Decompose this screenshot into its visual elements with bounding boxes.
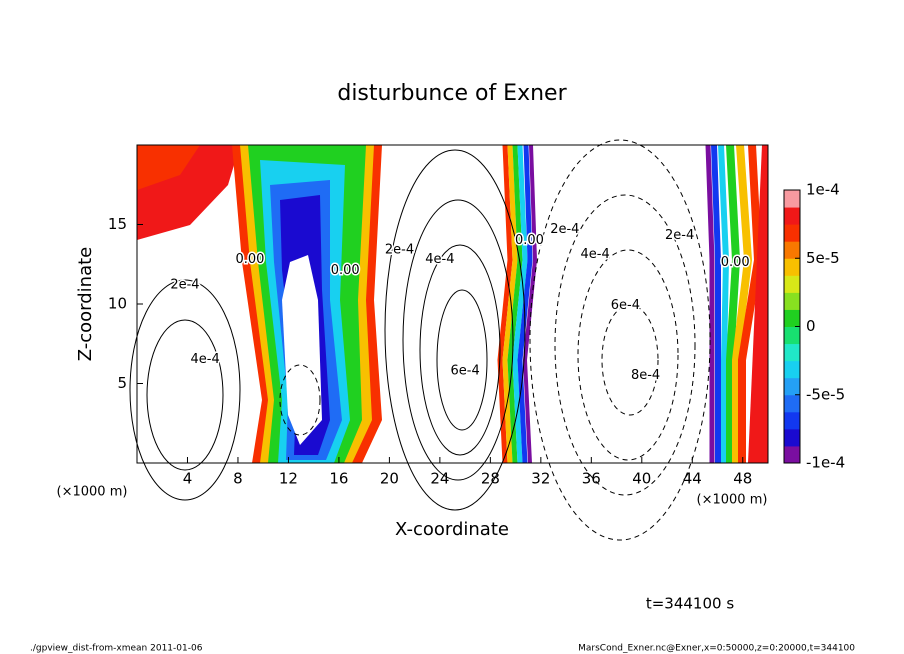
colorbar-tick-label: -1e-4 [806,454,845,472]
x-tick-label: 24 [430,470,449,488]
time-label: t=344100 s [646,595,734,613]
contour-label: 4e-4 [191,352,220,367]
contour-label: 4e-4 [580,247,609,262]
y-tick-label: 5 [117,374,127,392]
contour-label: 2e-4 [170,277,199,292]
x-tick-label: 16 [329,470,348,488]
colorbar-swatch [784,207,800,225]
contour-label: 4e-4 [425,252,454,267]
x-tick-label: 36 [582,470,601,488]
x-unit: (×1000 m) [697,493,768,508]
x-tick-label: 28 [481,470,500,488]
x-tick-label: 4 [183,470,193,488]
contour-label: 0.00 [331,263,360,278]
colorbar-swatch [784,445,800,464]
x-tick-label: 12 [279,470,298,488]
colorbar-swatch [784,360,800,379]
contour-label: 2e-4 [665,228,694,243]
chart-title: disturbunce of Exner [337,81,567,106]
colorbar-swatch [784,292,800,310]
field-shading [137,144,768,464]
contour-label: 0.00 [235,252,264,267]
x-unit: (×1000 m) [57,485,128,500]
contour-label: 2e-4 [385,242,414,257]
x-tick-label: 20 [380,470,399,488]
colorbar-swatch [784,190,800,208]
colorbar-swatch [784,394,800,413]
x-tick-label: 40 [632,470,651,488]
contour-label: 8e-4 [631,368,660,383]
x-axis-label: X-coordinate [395,519,509,540]
footer: MarsCond_Exner.nc@Exner,x=0:50000,z=0:20… [578,644,855,654]
contour-label: 6e-4 [611,298,640,313]
colorbar-swatch [784,241,800,259]
colorbar-tick-label: 1e-4 [806,181,840,199]
colorbar-swatch [784,411,800,430]
colorbar-tick-label: -5e-5 [806,385,845,403]
colorbar-tick-label: 5e-5 [806,249,840,267]
colorbar-swatch [784,343,800,362]
x-tick-label: 32 [531,470,550,488]
y-tick-label: 10 [108,295,127,313]
colorbar-swatch [784,326,800,345]
contour-lines [129,139,711,541]
contour-label: 0.00 [721,255,750,270]
footer: ./gpview_dist-from-xmean 2011-01-06 [30,644,203,654]
contour-label: 0.00 [515,233,544,248]
contour-label: 6e-4 [451,363,480,378]
colorbar-swatch [784,309,800,327]
y-tick-label: 15 [108,215,127,233]
colorbar-tick-label: 0 [806,317,816,335]
x-tick-label: 48 [733,470,752,488]
colorbar-swatch [784,224,800,242]
colorbar-swatch [784,428,800,447]
x-tick-label: 8 [233,470,243,488]
colorbar-swatch [784,258,800,276]
x-tick-label: 44 [683,470,702,488]
colorbar-swatch [784,377,800,396]
plot-frame [136,144,769,464]
contour-label: 2e-4 [550,222,579,237]
colorbar-swatch [784,275,800,293]
y-axis-label: Z-coordinate [75,247,96,362]
